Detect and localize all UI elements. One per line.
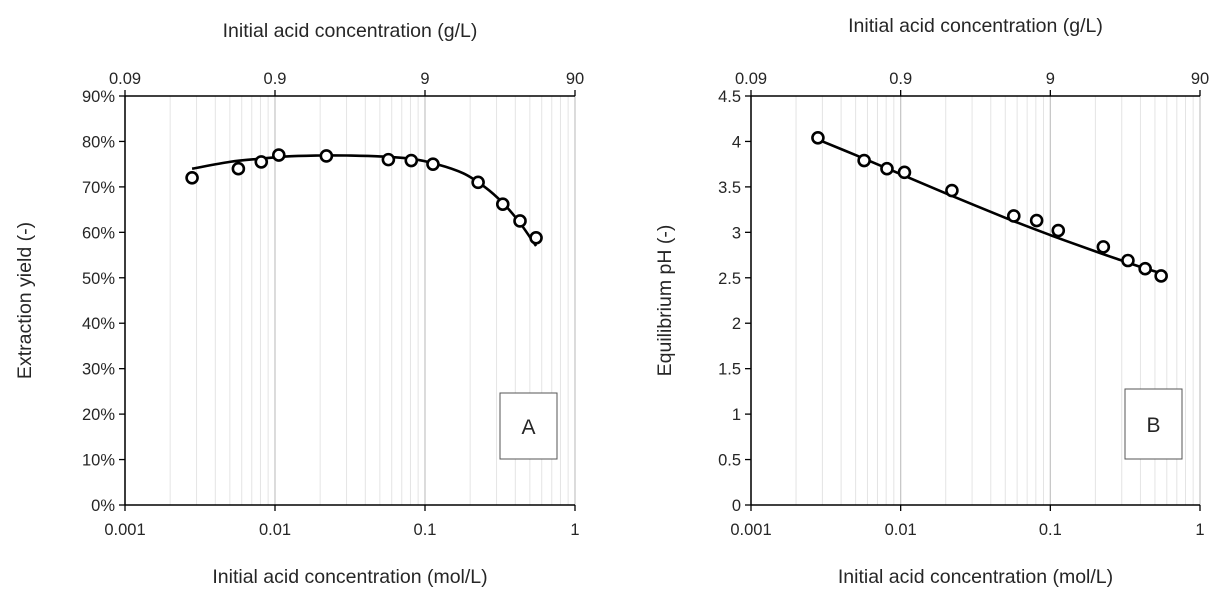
data-point (1051, 223, 1066, 238)
data-point (404, 153, 419, 168)
y-axis-label: Equilibrium pH (-) (654, 225, 676, 377)
data-point (1138, 261, 1152, 276)
data-point (811, 131, 825, 145)
x2-tick-label: 0.09 (109, 70, 141, 88)
y-tick-label: 40% (82, 315, 115, 333)
y-tick-label: 0.5 (718, 452, 741, 470)
data-point (945, 183, 959, 198)
y-tick-label: 2.5 (718, 270, 741, 288)
x2-axis-label: Initial acid concentration (g/L) (223, 20, 478, 42)
data-point (880, 161, 894, 176)
data-point (857, 153, 871, 168)
y-tick-label: 80% (82, 133, 115, 151)
data-point (381, 152, 396, 167)
x2-tick-label: 0.9 (889, 70, 912, 88)
data-point (529, 230, 543, 245)
panel-label-box (1124, 388, 1183, 460)
y-tick-label: 3 (732, 224, 741, 242)
data-point (185, 171, 199, 185)
y-tick-label: 3.5 (718, 179, 741, 197)
x-tick-label: 0.001 (104, 521, 145, 539)
x2-tick-label: 0.09 (735, 70, 767, 88)
panel-b: 0 0.5 1 1.5 2 2.5 3 3.5 4 4.5 0.001 0.01 0.1 1 0.09 0.9… (654, 15, 1209, 588)
y-tick-label: 30% (82, 361, 115, 379)
data-point (897, 165, 912, 180)
data-point (319, 149, 334, 163)
x2-tick-label: 90 (1191, 70, 1209, 88)
x2-axis-label: Initial acid concentration (g/L) (848, 15, 1103, 37)
panel-a: 0% 10% 20% 30% 40% 50% 60% 70% 80% 90% 0.001 0.01 0.… (14, 20, 584, 588)
x-axis-label: Initial acid concentration (mol/L) (838, 566, 1113, 588)
data-point (1121, 253, 1135, 268)
x-tick-label: 0.001 (730, 521, 771, 539)
data-point (426, 157, 440, 171)
y-tick-label: 10% (82, 452, 115, 470)
x-tick-label: 0.01 (885, 521, 917, 539)
x-tick-label: 0.1 (414, 521, 437, 539)
x2-tick-label: 9 (1046, 70, 1055, 88)
x-tick-label: 1 (1195, 521, 1204, 539)
x-axis-label: Initial acid concentration (mol/L) (212, 566, 487, 588)
y-tick-label: 4 (732, 133, 741, 151)
x-tick-label: 1 (570, 521, 579, 539)
data-point (254, 155, 269, 169)
x2-tick-label: 0.9 (264, 70, 287, 88)
data-point (1006, 209, 1021, 223)
panel-label: B (1146, 414, 1160, 437)
y-tick-label: 90% (82, 88, 115, 106)
y-tick-label: 60% (82, 224, 115, 242)
y-axis-label: Extraction yield (-) (14, 222, 36, 379)
x2-tick-label: 90 (566, 70, 584, 88)
data-point (471, 175, 485, 190)
x-tick-label: 0.1 (1039, 521, 1062, 539)
y-tick-label: 20% (82, 406, 115, 424)
data-point (495, 197, 510, 211)
data-point (1029, 213, 1044, 228)
data-point (231, 161, 246, 176)
y-tick-label: 70% (82, 179, 115, 197)
y-tick-label: 4.5 (718, 88, 741, 106)
data-point (1096, 240, 1111, 254)
panel-label: A (521, 416, 535, 439)
x-tick-label: 0.01 (259, 521, 291, 539)
y-tick-label: 0% (91, 497, 115, 515)
data-point (513, 214, 527, 228)
y-tick-label: 50% (82, 270, 115, 288)
y-tick-label: 2 (732, 315, 741, 333)
y-tick-label: 1.5 (718, 361, 741, 379)
y-tick-label: 1 (732, 406, 741, 424)
panel-label-box (499, 392, 558, 460)
y-tick-label: 0 (732, 497, 741, 515)
x2-tick-label: 9 (420, 70, 429, 88)
data-point (1154, 269, 1168, 283)
data-point (271, 148, 286, 162)
